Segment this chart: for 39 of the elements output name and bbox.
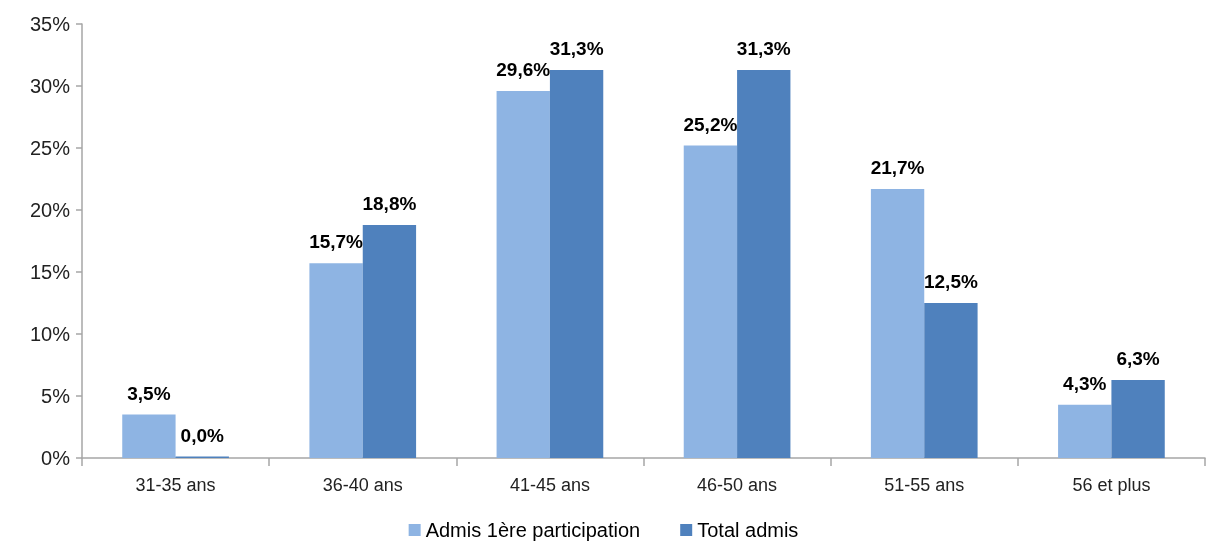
- bar: [683, 145, 738, 458]
- bar: [870, 188, 925, 458]
- bar: [924, 303, 978, 458]
- bar: [362, 224, 417, 458]
- data-label: 3,5%: [127, 382, 171, 404]
- y-tick-label: 10%: [29, 323, 71, 345]
- data-label: 12,5%: [923, 271, 978, 292]
- x-tick-label: 41-45 ans: [509, 475, 590, 495]
- legend-label: Admis 1ère participation: [425, 519, 641, 541]
- x-tick-label: 51-55 ans: [884, 475, 965, 495]
- data-label: 21,7%: [870, 156, 925, 178]
- y-tick-label: 0%: [41, 447, 71, 469]
- bar: [1111, 379, 1165, 458]
- bar: [549, 69, 604, 458]
- y-tick-label: 25%: [29, 137, 71, 159]
- x-tick-label: 56 et plus: [1072, 475, 1151, 495]
- data-label: 31,3%: [736, 37, 791, 59]
- y-tick-label: 15%: [29, 261, 71, 283]
- bar: [496, 90, 550, 458]
- data-label: 29,6%: [496, 58, 551, 80]
- data-label: 18,8%: [362, 192, 417, 214]
- data-label: 31,3%: [549, 37, 604, 59]
- data-label: 0,0%: [180, 424, 225, 446]
- y-tick-label: 30%: [29, 75, 71, 97]
- legend-label: Total admis: [697, 519, 799, 541]
- y-tick-label: 20%: [29, 199, 71, 221]
- x-tick-label: 46-50 ans: [697, 475, 778, 495]
- bar: [737, 69, 791, 458]
- x-tick-label: 36-40 ans: [322, 475, 403, 495]
- data-label: 25,2%: [683, 113, 738, 135]
- bar: [1058, 404, 1112, 458]
- data-label: 6,3%: [1116, 347, 1160, 369]
- y-tick-label: 5%: [41, 385, 71, 407]
- data-label: 4,3%: [1063, 372, 1107, 394]
- bar: [309, 263, 363, 458]
- data-label: 15,7%: [309, 231, 364, 253]
- x-tick-label: 31-35 ans: [135, 475, 216, 495]
- y-tick-label: 35%: [29, 13, 71, 35]
- bar: [122, 414, 176, 458]
